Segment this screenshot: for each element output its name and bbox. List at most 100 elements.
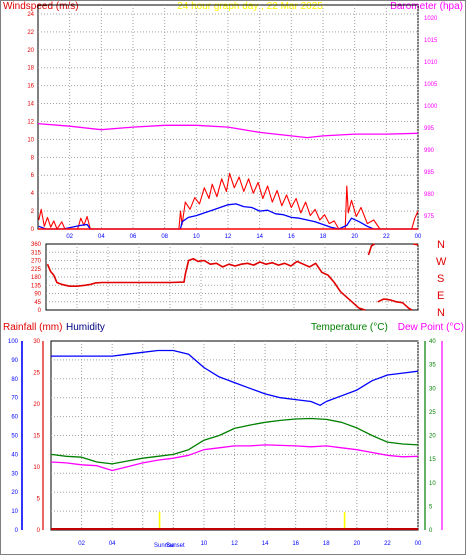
humidity-tick-label: 40 bbox=[11, 452, 18, 458]
humidity-title: Humidity bbox=[66, 322, 105, 333]
temperature-tick-label: 30 bbox=[429, 386, 436, 392]
wind-tick-label: 10 bbox=[27, 137, 34, 143]
barometer-tick-label: 1000 bbox=[424, 104, 438, 110]
compass-label: S bbox=[437, 273, 444, 285]
wind-tick-label: 0 bbox=[31, 227, 35, 233]
direction-tick-label: 135 bbox=[31, 283, 42, 289]
temperature-tick-label: 20 bbox=[429, 434, 436, 440]
direction-tick-label: 45 bbox=[34, 300, 41, 306]
windspeed-title: Windspeed (m/s) bbox=[3, 1, 79, 12]
direction-tick-label: 315 bbox=[31, 250, 42, 256]
temperature-tick-label: 40 bbox=[429, 339, 436, 345]
x-tick-label: 20 bbox=[351, 234, 358, 240]
x-tick-label: 18 bbox=[323, 541, 330, 547]
wind-direction-line bbox=[46, 257, 366, 311]
humidity-tick-label: 50 bbox=[11, 434, 18, 440]
barometer-tick-label: 1020 bbox=[424, 16, 438, 22]
x-tick-label: 14 bbox=[256, 234, 263, 240]
x-tick-label: 00 bbox=[415, 541, 422, 547]
x-tick-label: 10 bbox=[193, 234, 200, 240]
humidity-tick-label: 0 bbox=[15, 528, 19, 534]
x-tick-label: 02 bbox=[66, 234, 73, 240]
barometer-tick-label: 980 bbox=[424, 192, 435, 198]
rain-tick-label: 15 bbox=[33, 434, 40, 440]
barometer-tick-label: 995 bbox=[424, 126, 435, 132]
x-tick-label: 22 bbox=[384, 541, 391, 547]
temperature-title: Temperature (°C) bbox=[311, 322, 388, 333]
barometer-title: Barometer (hpa) bbox=[390, 1, 463, 12]
temperature-tick-label: 0 bbox=[429, 528, 433, 534]
sunset-label: Sunset bbox=[166, 543, 185, 549]
wind-tick-label: 24 bbox=[27, 12, 34, 18]
humidity-line bbox=[51, 349, 419, 406]
rain-tick-label: 25 bbox=[33, 371, 40, 377]
temperature-line bbox=[50, 417, 419, 465]
x-tick-label: 20 bbox=[353, 541, 360, 547]
rainfall-title: Rainfall (mm) bbox=[3, 322, 62, 333]
x-tick-label: 10 bbox=[201, 541, 208, 547]
rain-tick-label: 20 bbox=[33, 402, 40, 408]
wind-direction-line bbox=[367, 243, 376, 256]
humidity-tick-label: 70 bbox=[11, 396, 18, 402]
humidity-tick-label: 90 bbox=[11, 358, 18, 364]
humidity-tick-label: 30 bbox=[11, 471, 18, 477]
wind-tick-label: 16 bbox=[27, 84, 34, 90]
x-tick-label: 12 bbox=[231, 541, 238, 547]
wind-tick-label: 8 bbox=[31, 155, 35, 161]
temperature-tick-label: 5 bbox=[429, 504, 433, 510]
wind-tick-label: 4 bbox=[31, 191, 35, 197]
temperature-tick-label: 25 bbox=[429, 410, 436, 416]
rain-tick-label: 0 bbox=[37, 528, 41, 534]
rain-tick-label: 10 bbox=[33, 465, 40, 471]
wind-gust-line bbox=[38, 172, 419, 230]
barometer-line bbox=[37, 122, 419, 139]
compass-label: W bbox=[436, 256, 447, 268]
wind-tick-label: 22 bbox=[27, 30, 34, 36]
humidity-tick-label: 60 bbox=[11, 415, 18, 421]
compass-label: E bbox=[437, 290, 444, 302]
x-tick-label: 02 bbox=[78, 541, 85, 547]
barometer-tick-label: 1015 bbox=[424, 38, 438, 44]
direction-tick-label: 180 bbox=[31, 275, 42, 281]
temperature-tick-label: 10 bbox=[429, 481, 436, 487]
dewpoint-title: Dew Point (°C) bbox=[398, 322, 464, 333]
sunrise-label: Sunrise bbox=[154, 543, 175, 549]
chart-marks: 0246810121416182022249759809859909951000… bbox=[8, 4, 443, 547]
compass-label: N bbox=[437, 239, 445, 251]
direction-tick-label: 90 bbox=[34, 292, 41, 298]
x-tick-label: 22 bbox=[383, 234, 390, 240]
wind-direction-line bbox=[377, 298, 413, 311]
barometer-tick-label: 975 bbox=[424, 214, 435, 220]
wind-tick-label: 14 bbox=[27, 102, 34, 108]
x-tick-label: 14 bbox=[262, 541, 269, 547]
direction-tick-label: 225 bbox=[31, 267, 42, 273]
wind-tick-label: 12 bbox=[27, 119, 34, 125]
x-tick-label: 18 bbox=[320, 234, 327, 240]
rain-tick-label: 30 bbox=[33, 339, 40, 345]
direction-tick-label: 270 bbox=[31, 259, 42, 265]
x-tick-label: 16 bbox=[292, 541, 299, 547]
humidity-tick-label: 80 bbox=[11, 377, 18, 383]
wind-tick-label: 20 bbox=[27, 48, 34, 54]
x-tick-label: 08 bbox=[161, 234, 168, 240]
rain-tick-label: 5 bbox=[37, 497, 41, 503]
chart-title: 24 hour graph day , 22 Mar 2025 bbox=[177, 1, 323, 12]
humidity-tick-label: 10 bbox=[11, 509, 18, 515]
direction-tick-label: 360 bbox=[31, 242, 42, 248]
barometer-tick-label: 985 bbox=[424, 170, 435, 176]
compass-label: N bbox=[437, 307, 445, 319]
wind-direction-line bbox=[413, 243, 419, 246]
wind-tick-label: 18 bbox=[27, 66, 34, 72]
direction-tick-label: 0 bbox=[38, 308, 42, 314]
x-tick-label: 06 bbox=[130, 234, 137, 240]
barometer-tick-label: 990 bbox=[424, 148, 435, 154]
x-tick-label: 12 bbox=[225, 234, 232, 240]
barometer-tick-label: 1010 bbox=[424, 60, 438, 66]
wind-tick-label: 2 bbox=[31, 209, 35, 215]
humidity-tick-label: 20 bbox=[11, 490, 18, 496]
wind-tick-label: 6 bbox=[31, 173, 35, 179]
x-tick-label: 04 bbox=[109, 541, 116, 547]
dewpoint-line bbox=[50, 444, 419, 472]
temperature-tick-label: 35 bbox=[429, 363, 436, 369]
